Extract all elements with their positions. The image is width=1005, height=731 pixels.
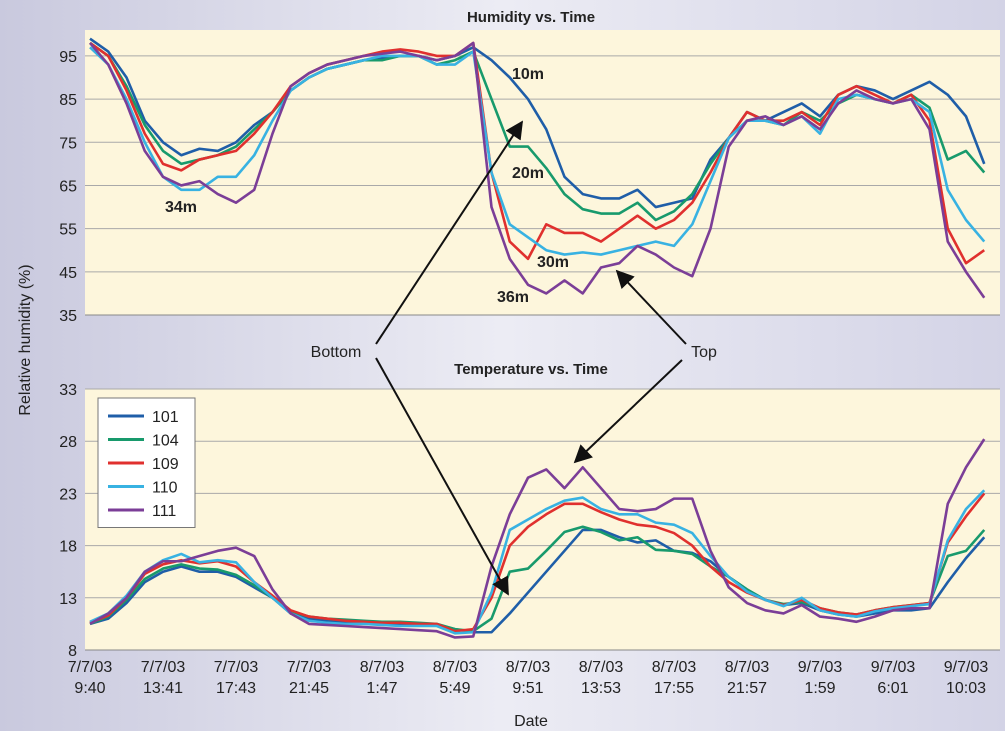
- y-tick-label: 55: [59, 222, 77, 239]
- arrow: [375, 120, 523, 345]
- x-tick-label: 9/7/03 6:01: [871, 659, 916, 697]
- x-tick-label: 7/7/03 17:43: [214, 659, 259, 697]
- annotation-arrows: [375, 120, 687, 596]
- series-label: 34m: [165, 199, 197, 216]
- plot-area: [85, 389, 1000, 650]
- annotation: Bottom: [311, 344, 362, 361]
- y-tick-label: 65: [59, 178, 77, 195]
- y-tick-label: 8: [68, 643, 77, 660]
- y-tick-label: 95: [59, 49, 77, 66]
- legend-label: 101: [152, 409, 179, 426]
- layers: 35 45 55 65 75 85 95 10m 20m 30m 34m 36m 8 13 18 23 28 33…: [59, 37, 1000, 697]
- legend-label: 109: [152, 456, 179, 473]
- x-tick-label: 8/7/03 13:53: [579, 659, 624, 697]
- y-tick-label: 35: [59, 308, 77, 325]
- plot-area: [85, 30, 1000, 315]
- x-tick-label: 8/7/03 9:51: [506, 659, 551, 697]
- annotation: Top: [691, 344, 717, 361]
- x-tick-label: 9/7/03 10:03: [944, 659, 989, 697]
- x-tick-label: 7/7/03 9:40: [68, 659, 113, 697]
- arrow: [573, 359, 683, 464]
- y-tick-label: 23: [59, 486, 77, 503]
- legend-label: 111: [152, 503, 176, 520]
- x-tick-label: 9/7/03 1:59: [798, 659, 843, 697]
- series-line: [89, 41, 986, 265]
- chart-title: Humidity vs. Time: [467, 9, 595, 26]
- y-tick-label: 18: [59, 539, 77, 556]
- x-tick-label: 8/7/03 17:55: [652, 659, 697, 697]
- arrow: [615, 269, 687, 345]
- series-line: [89, 492, 986, 633]
- y-tick-label: 45: [59, 265, 77, 282]
- legend-label: 110: [152, 480, 178, 497]
- series-label: 20m: [512, 165, 544, 182]
- y-tick-label: 13: [59, 591, 77, 608]
- y-tick-label: 28: [59, 434, 77, 451]
- series-line: [89, 438, 986, 639]
- x-tick-label: 8/7/03 1:47: [360, 659, 405, 697]
- legend-label: 104: [152, 433, 179, 450]
- y-axis-label: Relative humidity (%): [17, 264, 34, 415]
- x-tick-label: 7/7/03 13:41: [141, 659, 186, 697]
- y-tick-label: 33: [59, 382, 77, 399]
- x-tick-label: 7/7/03 21:45: [287, 659, 332, 697]
- series-line: [89, 489, 986, 635]
- chart-title: Temperature vs. Time: [454, 361, 608, 378]
- arrow: [375, 357, 509, 596]
- x-axis-label: Date: [514, 713, 548, 730]
- x-tick-label: 8/7/03 21:57: [725, 659, 770, 697]
- x-tick-label: 8/7/03 5:49: [433, 659, 478, 697]
- y-tick-label: 85: [59, 92, 77, 109]
- series-line: [89, 46, 986, 256]
- series-label: 10m: [512, 66, 544, 83]
- series-label: 36m: [497, 289, 529, 306]
- y-tick-label: 75: [59, 135, 77, 152]
- series-line: [89, 41, 986, 299]
- series-label: 30m: [537, 254, 569, 271]
